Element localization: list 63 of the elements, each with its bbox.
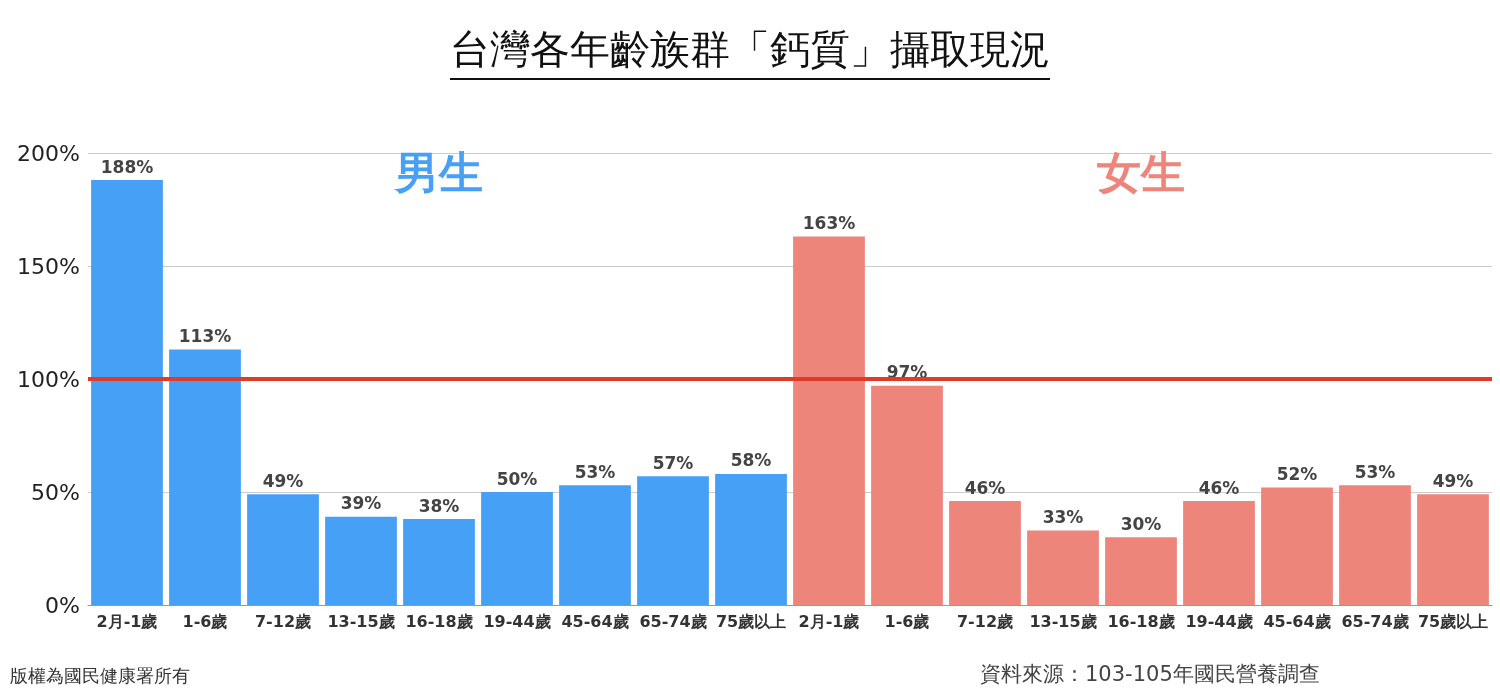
bar — [871, 385, 943, 605]
text: 男生 — [393, 146, 483, 198]
bar — [169, 349, 241, 605]
y-tick-label: 200% — [17, 140, 80, 166]
data-label: 39% — [340, 493, 382, 514]
data-label: 30% — [1120, 513, 1162, 534]
bar — [481, 492, 553, 605]
x-tick-label: 45-64歲 — [1263, 611, 1331, 631]
bar — [559, 485, 631, 605]
x-tick-label: 19-44歲 — [483, 611, 551, 631]
x-tick-label: 16-18歲 — [405, 611, 473, 631]
bar — [1417, 494, 1489, 605]
y-tick-label: 0% — [45, 592, 80, 618]
bar — [715, 473, 787, 605]
data-label: 188% — [100, 156, 154, 177]
source-note: 資料來源：103-105年國民營養調查 — [980, 661, 1320, 688]
bar — [637, 476, 709, 605]
x-tick-label: 65-74歲 — [639, 611, 707, 631]
x-tick-label: 13-15歲 — [1029, 611, 1097, 631]
data-label: 163% — [802, 213, 856, 234]
x-tick-label: 65-74歲 — [1341, 611, 1409, 631]
data-label: 52% — [1276, 463, 1318, 484]
x-tick-label: 45-64歲 — [561, 611, 629, 631]
y-tick-label: 100% — [17, 366, 80, 392]
chart-title: 台灣各年齡族群「鈣質」攝取現況 — [450, 26, 1050, 80]
x-tick-label: 75歲以上 — [715, 611, 787, 631]
x-tick-label: 13-15歲 — [327, 611, 395, 631]
bar — [949, 501, 1021, 605]
bar — [1027, 530, 1099, 605]
data-label: 33% — [1042, 506, 1084, 527]
data-label: 57% — [652, 452, 694, 473]
x-tick-label: 7-12歲 — [956, 611, 1014, 631]
bar — [325, 516, 397, 605]
data-label: 53% — [1354, 461, 1396, 482]
data-label: 49% — [262, 470, 304, 491]
x-tick-label: 1-6歲 — [884, 611, 930, 631]
text: 版權為國民健康署所有 — [10, 664, 190, 688]
bar — [793, 236, 865, 605]
x-tick-label: 16-18歲 — [1107, 611, 1175, 631]
data-label: 49% — [1432, 470, 1474, 491]
y-tick-label: 150% — [17, 253, 80, 279]
x-tick-label: 1-6歲 — [182, 611, 228, 631]
x-tick-label: 19-44歲 — [1185, 611, 1253, 631]
data-label: 46% — [1198, 477, 1240, 498]
x-tick-label: 7-12歲 — [254, 611, 312, 631]
data-label: 58% — [730, 450, 772, 471]
bar — [1339, 485, 1411, 605]
x-tick-label: 75歲以上 — [1417, 611, 1489, 631]
data-label: 38% — [418, 495, 460, 516]
bar — [247, 494, 319, 605]
bar — [403, 519, 475, 605]
bar — [91, 180, 163, 605]
y-tick-label: 50% — [31, 479, 80, 505]
data-label: 53% — [574, 461, 616, 482]
bar — [1105, 537, 1177, 605]
text: 女生 — [1097, 146, 1185, 198]
bar — [1261, 487, 1333, 605]
data-label: 50% — [496, 468, 538, 489]
x-tick-label: 2月-1歲 — [798, 611, 860, 631]
x-tick-label: 2月-1歲 — [96, 611, 158, 631]
bar — [1183, 501, 1255, 605]
data-label: 113% — [178, 326, 232, 347]
data-label: 46% — [964, 477, 1006, 498]
